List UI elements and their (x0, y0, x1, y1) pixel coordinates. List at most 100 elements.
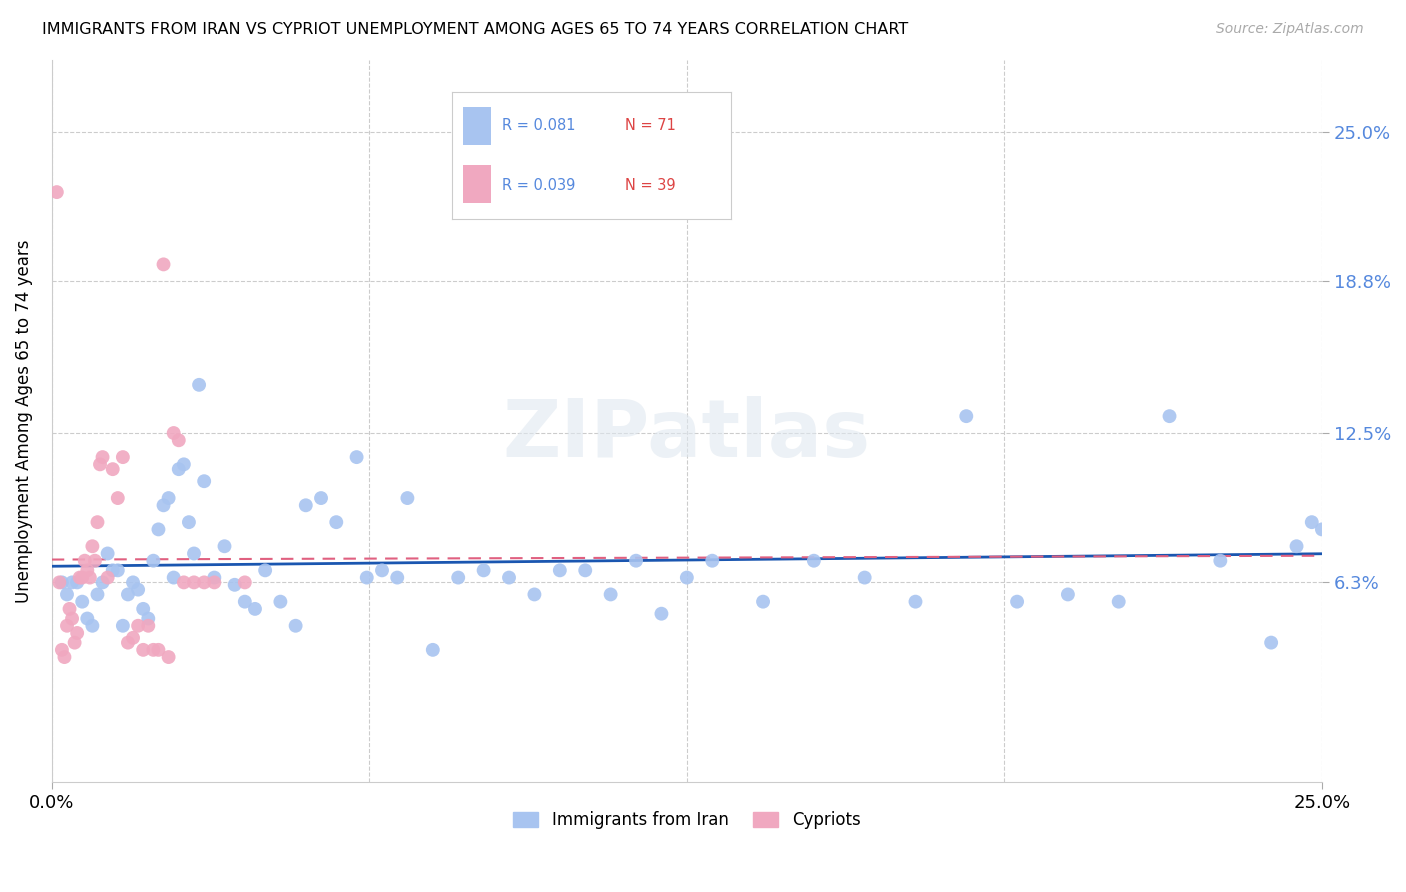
Point (356, 571, 378, 585)
Point (79, 571, 101, 585)
Point (63, 635, 86, 649)
Point (702, 554, 724, 568)
Point (101, 563, 124, 577)
Point (142, 643, 165, 657)
Point (167, 462, 190, 476)
Point (1310, 522, 1333, 536)
Point (309, 491, 332, 505)
Point (53, 650, 76, 665)
Point (193, 575, 215, 590)
Point (422, 643, 444, 657)
Point (107, 563, 129, 577)
Point (97, 546, 120, 560)
Point (97, 571, 120, 585)
Point (599, 587, 621, 601)
Point (1057, 587, 1080, 601)
Point (70, 571, 93, 585)
Point (117, 635, 139, 649)
Point (214, 539, 236, 553)
Point (650, 607, 672, 621)
Point (193, 474, 215, 488)
Point (111, 619, 134, 633)
Point (224, 578, 246, 592)
Text: IMMIGRANTS FROM IRAN VS CYPRIOT UNEMPLOYMENT AMONG AGES 65 TO 74 YEARS CORRELATI: IMMIGRANTS FROM IRAN VS CYPRIOT UNEMPLOY… (42, 22, 908, 37)
Point (69, 571, 91, 585)
Point (132, 602, 155, 616)
Point (89, 458, 111, 472)
Point (148, 643, 170, 657)
Point (904, 595, 927, 609)
Point (1209, 554, 1232, 568)
Point (117, 587, 139, 601)
Point (56, 587, 79, 601)
Point (60, 575, 83, 590)
Point (188, 377, 211, 392)
Point (86, 587, 108, 601)
Point (127, 619, 149, 633)
Point (66, 575, 89, 590)
Point (51, 575, 73, 590)
Text: ZIPatlas: ZIPatlas (503, 396, 870, 475)
Point (173, 458, 195, 472)
Point (111, 450, 134, 464)
Point (243, 602, 266, 616)
Point (163, 425, 186, 440)
Point (548, 563, 571, 577)
Point (73, 554, 96, 568)
Point (183, 546, 205, 560)
Point (676, 571, 699, 585)
Point (624, 554, 647, 568)
Point (76, 563, 98, 577)
Point (76, 611, 98, 625)
Point (163, 571, 186, 585)
Point (127, 582, 149, 597)
Point (122, 575, 145, 590)
Point (82, 539, 104, 553)
Y-axis label: Unemployment Among Ages 65 to 74 years: Unemployment Among Ages 65 to 74 years (15, 239, 32, 603)
Point (202, 575, 225, 590)
Point (371, 563, 394, 577)
Text: Source: ZipAtlas.com: Source: ZipAtlas.com (1216, 22, 1364, 37)
Point (56, 619, 79, 633)
Point (136, 611, 159, 625)
Point (86, 515, 108, 529)
Point (132, 643, 155, 657)
Point (84, 554, 107, 568)
Point (346, 450, 368, 464)
Point (51, 643, 73, 657)
Point (45, 185, 67, 199)
Point (142, 554, 165, 568)
Point (1108, 595, 1130, 609)
Point (254, 563, 277, 577)
Point (1159, 409, 1181, 424)
Point (152, 257, 174, 271)
Point (82, 619, 104, 633)
Point (173, 575, 195, 590)
Point (1005, 595, 1028, 609)
Point (136, 619, 159, 633)
Point (91, 575, 114, 590)
Point (167, 434, 190, 448)
Point (498, 571, 520, 585)
Point (60, 611, 83, 625)
Point (148, 522, 170, 536)
Point (447, 571, 470, 585)
Point (396, 491, 419, 505)
Point (66, 626, 89, 640)
Point (523, 587, 546, 601)
Point (284, 619, 307, 633)
Point (58, 602, 80, 616)
Point (122, 631, 145, 645)
Point (853, 571, 876, 585)
Point (472, 563, 495, 577)
Point (233, 575, 256, 590)
Point (157, 491, 180, 505)
Point (1301, 515, 1323, 529)
Point (202, 571, 225, 585)
Point (752, 595, 775, 609)
Point (157, 650, 180, 665)
Point (294, 498, 316, 512)
Point (70, 595, 93, 609)
Point (1285, 539, 1308, 553)
Point (325, 515, 347, 529)
